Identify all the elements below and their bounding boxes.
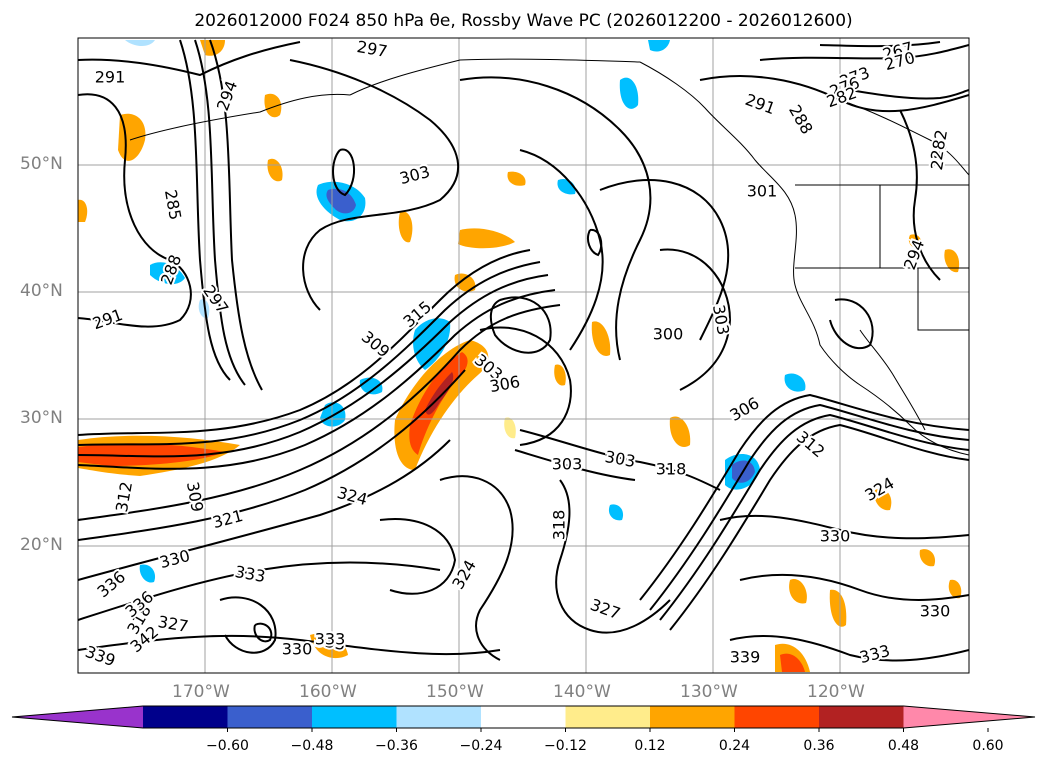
theta-e-contours xyxy=(78,39,969,662)
lon-label-140w: 140°W xyxy=(553,682,611,702)
contour-label: 303 xyxy=(552,455,583,474)
lon-label-130w: 130°W xyxy=(680,682,738,702)
colorbar-bin xyxy=(396,706,481,728)
colorbar-bin xyxy=(227,706,312,728)
contour-label: 333 xyxy=(315,630,346,649)
colorbar-tick-label: 0.48 xyxy=(887,738,920,754)
contour-label: 297 xyxy=(355,37,388,61)
contour-label: 301 xyxy=(747,182,778,201)
colorbar-tick-label: 0.60 xyxy=(972,738,1004,754)
lat-label-20n: 20°N xyxy=(20,535,63,555)
colorbar-bin xyxy=(481,706,566,728)
contour-label: 291 xyxy=(95,68,126,87)
contour-label: 333 xyxy=(315,630,346,649)
lon-label-160w: 160°W xyxy=(299,682,357,702)
colorbar-bin xyxy=(143,706,228,728)
contour-label: 301 xyxy=(747,182,778,201)
contour-label: 339 xyxy=(730,648,761,667)
warm-anomalies xyxy=(78,40,962,672)
graticule xyxy=(78,38,969,673)
lon-label-150w: 150°W xyxy=(426,682,484,702)
map-frame xyxy=(77,37,970,674)
contour-label: 318 xyxy=(550,510,569,541)
contour-label: 300 xyxy=(653,325,684,344)
contour-label: 303 xyxy=(552,455,583,474)
contour-label: 318 xyxy=(656,460,687,479)
colorbar-tick-label: 0.12 xyxy=(634,738,666,754)
colorbar-tick-label: −0.12 xyxy=(544,738,587,754)
contour-label: 291 xyxy=(95,68,126,87)
contour-label: 318 xyxy=(656,460,687,479)
colorbar-bin xyxy=(650,706,735,728)
lat-label-40n: 40°N xyxy=(20,281,63,301)
map-title: 2026012000 F024 850 hPa θe, Rossby Wave … xyxy=(194,11,853,31)
colorbar-extend-min xyxy=(12,706,143,728)
contour-label: 330 xyxy=(820,527,851,546)
lon-label-120w: 120°W xyxy=(807,682,865,702)
contour-label: 300 xyxy=(653,325,684,344)
lon-label-170w: 170°W xyxy=(172,682,230,702)
colorbar-bin xyxy=(565,706,650,728)
colorbar-outline xyxy=(11,705,1036,729)
lat-label-30n: 30°N xyxy=(20,408,63,428)
colorbar-tick-label: −0.48 xyxy=(290,738,334,754)
colorbar-extend-max xyxy=(903,706,1035,728)
colorbar-tick-label: −0.60 xyxy=(206,738,249,754)
colorbar-tick-label: 0.24 xyxy=(718,738,751,754)
cool-anomalies xyxy=(125,40,806,583)
colorbar xyxy=(11,705,1036,732)
contour-label: 330 xyxy=(920,602,951,621)
lat-label-50n: 50°N xyxy=(20,154,63,174)
contour-label: 339 xyxy=(730,648,761,667)
contour-label: 327 xyxy=(156,612,189,636)
colorbar-tick-label: −0.24 xyxy=(459,738,503,754)
contour-label: 318 xyxy=(550,510,569,541)
colorbar-bin xyxy=(734,706,819,728)
contour-label: 330 xyxy=(282,640,313,659)
colorbar-tick-label: 0.36 xyxy=(803,738,835,754)
colorbar-bin xyxy=(312,706,397,728)
contour-label: 330 xyxy=(282,640,313,659)
contour-label: 330 xyxy=(820,527,851,546)
coastlines xyxy=(129,58,969,456)
colorbar-bin xyxy=(819,706,904,728)
contour-label: 330 xyxy=(920,602,951,621)
colorbar-tick-label: −0.36 xyxy=(375,738,418,754)
